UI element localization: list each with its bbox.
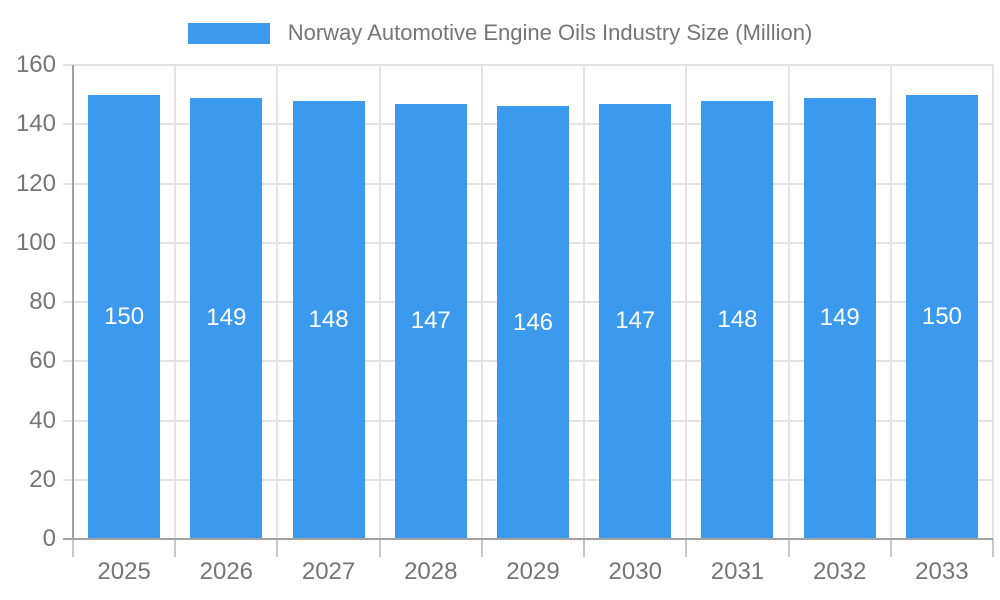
plot-area: 150 149 148 147 146 147 148 149 150 [63,64,994,557]
x-axis-tick [480,539,483,557]
x-tick-label: 2027 [301,558,356,585]
bar-value-label: 147 [615,307,656,335]
gridline-vertical [480,65,483,539]
y-tick-label: 80 [29,288,56,315]
x-tick-label: 2033 [915,558,969,585]
x-axis-tick [992,539,994,557]
bar-value-label: 147 [410,307,451,335]
bar-value-label: 150 [921,302,962,330]
x-tick-label: 2030 [608,558,662,585]
gridline-vertical [276,65,279,539]
x-tick-label: 2031 [710,558,765,585]
bar: 150 [88,94,161,539]
gridline-vertical [583,65,586,539]
bar: 148 [701,100,774,539]
y-tick-label: 160 [15,51,56,78]
x-tick-label: 2025 [97,558,151,585]
bar-value-label: 148 [308,305,349,333]
gridline-vertical [378,65,381,539]
x-tick-label: 2032 [812,558,867,585]
x-axis-tick [889,539,892,557]
x-axis-tick [378,539,381,557]
x-axis-tick [72,539,74,557]
bar: 149 [190,97,263,539]
gridline-horizontal [63,64,993,66]
legend-label: Norway Automotive Engine Oils Industry S… [287,20,813,45]
bar: 148 [292,100,365,539]
y-tick-label: 20 [29,465,56,493]
x-axis-tick [276,539,279,557]
gridline-vertical [889,65,892,539]
gridline-vertical [787,65,790,539]
x-axis-tick [174,539,177,557]
bar: 147 [394,103,467,539]
y-axis-labels: 0 20 40 60 80 100 120 140 160 [0,53,56,551]
bar-value-label: 148 [717,305,758,333]
x-axis-line [63,538,993,540]
bar: 147 [599,103,672,539]
x-axis-tick [787,539,790,557]
bar: 150 [905,94,978,539]
legend-swatch [187,22,270,44]
x-axis-tick [685,539,688,557]
y-tick-label: 140 [15,110,56,138]
y-axis-line [72,65,74,539]
x-tick-label: 2026 [199,558,254,585]
y-tick-label: 0 [42,525,56,552]
bar: 149 [803,97,876,539]
gridline-vertical [685,65,688,539]
legend-item[interactable]: Norway Automotive Engine Oils Industry S… [0,22,1000,44]
x-tick-label: 2028 [404,558,458,585]
x-axis-labels: 2025 2026 2027 2028 2029 2030 2031 2032 2033 [73,560,993,590]
bar-value-label: 150 [104,302,145,330]
x-tick-label: 2029 [506,558,560,585]
bar-value-label: 146 [512,308,554,336]
y-tick-label: 100 [15,228,56,256]
x-axis-tick [583,539,586,557]
y-tick-label: 60 [29,347,56,375]
bar-value-label: 149 [819,304,860,332]
gridline-vertical [174,65,177,539]
bar: 146 [497,106,569,539]
y-tick-label: 40 [29,406,56,434]
bar-value-label: 149 [206,304,247,332]
gridline-vertical [992,65,994,539]
y-tick-label: 120 [15,169,56,197]
